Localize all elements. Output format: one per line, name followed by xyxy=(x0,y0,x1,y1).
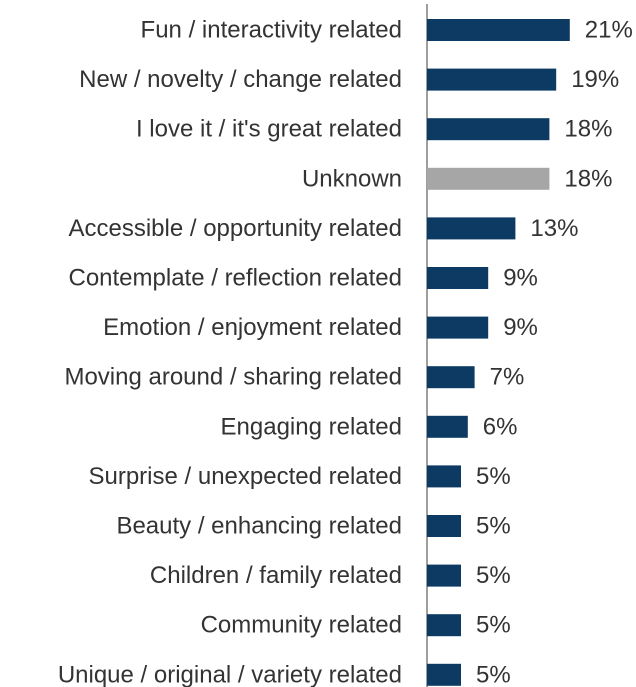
bar xyxy=(427,366,475,389)
bar xyxy=(427,118,550,141)
bar xyxy=(427,564,461,587)
bar xyxy=(427,515,461,537)
data-label: 5% xyxy=(476,562,511,589)
category-label: Contemplate / reflection related xyxy=(68,265,402,292)
bar xyxy=(427,217,516,240)
bar xyxy=(427,167,550,190)
data-label: 6% xyxy=(483,413,518,440)
category-label: Moving around / sharing related xyxy=(64,364,402,391)
data-label: 9% xyxy=(503,314,538,341)
category-label: Engaging related xyxy=(221,413,402,440)
bar xyxy=(427,415,468,438)
data-label: 18% xyxy=(564,165,612,192)
data-label: 5% xyxy=(476,661,511,687)
data-label: 18% xyxy=(564,116,612,143)
category-label: Beauty / enhancing related xyxy=(116,513,402,540)
bar xyxy=(427,614,461,637)
category-label: Unique / original / variety related xyxy=(58,661,402,687)
category-label: Community related xyxy=(201,612,402,639)
data-label: 5% xyxy=(476,513,511,540)
category-label: Surprise / unexpected related xyxy=(88,463,402,490)
bar xyxy=(427,19,570,41)
bar xyxy=(427,267,489,289)
category-label: Fun / interactivity related xyxy=(141,17,402,44)
category-label: Unknown xyxy=(302,165,402,192)
bar xyxy=(427,465,461,488)
bar xyxy=(427,316,489,339)
category-label: Accessible / opportunity related xyxy=(68,215,402,242)
data-label: 19% xyxy=(571,66,619,93)
data-label: 5% xyxy=(476,463,511,490)
chart-marks: Fun / interactivity related 21% New / nove… xyxy=(58,17,633,687)
category-label: Emotion / enjoyment related xyxy=(103,314,402,341)
bar xyxy=(427,663,461,686)
category-label: Children / family related xyxy=(150,562,402,589)
data-label: 21% xyxy=(585,17,633,44)
category-label: I love it / it's great related xyxy=(136,116,402,143)
bar xyxy=(427,68,557,91)
data-label: 7% xyxy=(490,364,525,391)
data-label: 13% xyxy=(530,215,578,242)
data-label: 9% xyxy=(503,265,538,292)
data-label: 5% xyxy=(476,612,511,639)
category-label: New / novelty / change related xyxy=(79,66,402,93)
